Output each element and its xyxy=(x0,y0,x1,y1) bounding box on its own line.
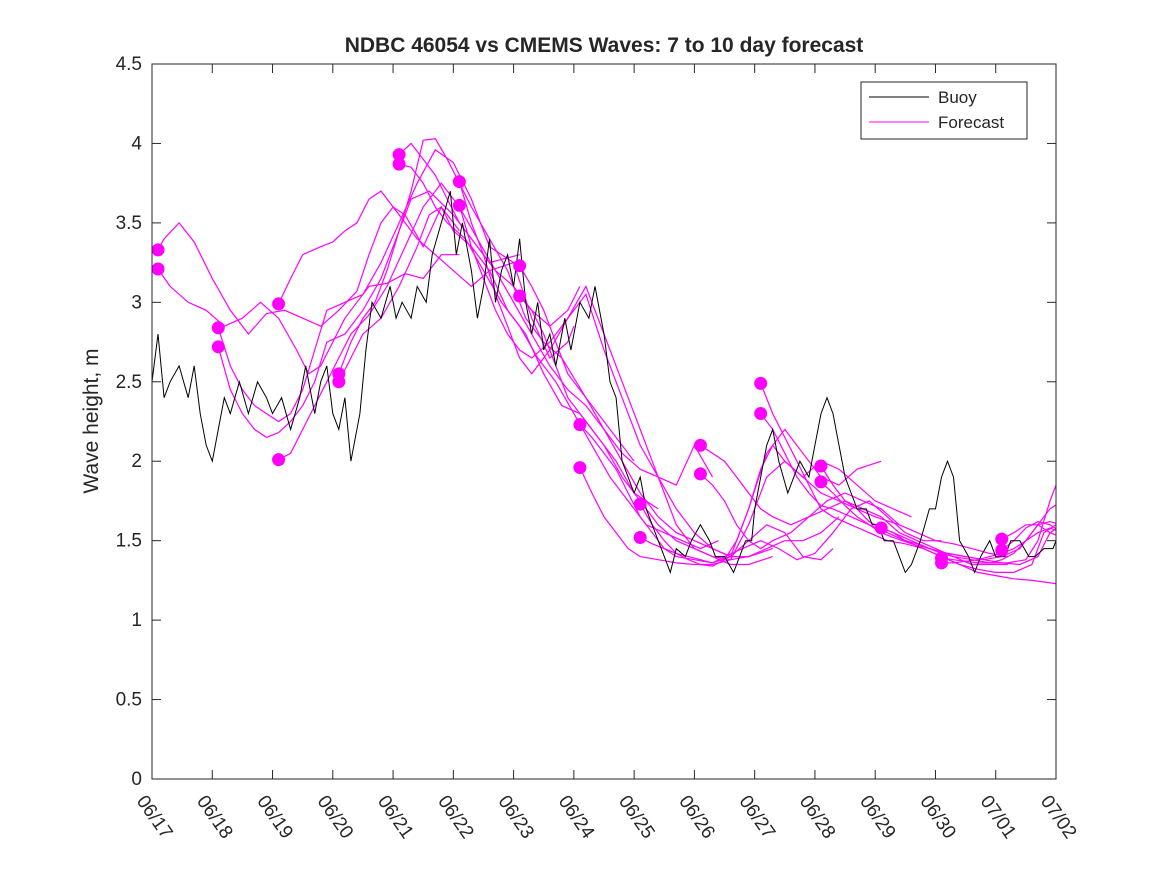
forecast-start-marker xyxy=(452,175,466,189)
forecast-start-marker xyxy=(452,198,466,212)
forecast-start-marker xyxy=(814,475,828,489)
forecast-line xyxy=(519,295,840,561)
forecast-start-marker xyxy=(211,340,225,354)
y-axis-label: Wave height, m xyxy=(80,348,103,493)
forecast-start-marker xyxy=(152,243,165,257)
x-tick-label: 06/25 xyxy=(614,792,658,843)
forecast-start-marker xyxy=(211,321,225,335)
buoy-line xyxy=(152,190,1056,575)
forecast-start-marker xyxy=(513,289,527,303)
forecast-line xyxy=(157,254,460,375)
forecast-start-marker xyxy=(573,461,587,475)
forecast-start-marker xyxy=(392,157,406,171)
y-tick-label: 0 xyxy=(131,769,142,790)
forecast-line xyxy=(1001,520,1056,551)
forecast-start-marker xyxy=(272,453,286,467)
forecast-line xyxy=(941,520,1056,564)
forecast-start-marker xyxy=(332,375,346,389)
buoy-series-group xyxy=(152,190,1056,575)
forecast-series-group xyxy=(157,138,1056,585)
forecast-line xyxy=(579,460,900,566)
forecast-start-marker xyxy=(633,497,647,511)
forecast-line xyxy=(820,481,1056,561)
forecast-start-marker xyxy=(934,556,948,570)
axes-frame xyxy=(151,63,1057,780)
forecast-start-marker xyxy=(573,418,587,432)
x-tick-label: 06/21 xyxy=(373,792,417,843)
x-tick-label: 06/27 xyxy=(735,792,779,843)
forecast-line xyxy=(217,148,514,423)
x-tick-label: 06/17 xyxy=(132,792,176,843)
x-tick-label: 06/22 xyxy=(433,792,477,843)
y-tick-label: 3 xyxy=(131,292,142,313)
x-tick-label: 06/18 xyxy=(192,792,236,843)
chart-title: NDBC 46054 vs CMEMS Waves: 7 to 10 day f… xyxy=(345,34,864,57)
x-tick-label: 07/01 xyxy=(976,792,1020,843)
forecast-line xyxy=(338,138,635,462)
y-tick-label: 0.5 xyxy=(116,690,142,711)
y-tick-label: 2 xyxy=(131,451,142,472)
legend-buoy-label: Buoy xyxy=(938,88,977,107)
forecast-line xyxy=(760,413,1056,585)
forecast-line xyxy=(458,181,773,558)
x-tick-label: 06/30 xyxy=(915,792,959,843)
y-tick-label: 1.5 xyxy=(116,531,142,552)
x-tick-label: 07/02 xyxy=(1036,792,1080,843)
forecast-start-marker xyxy=(995,532,1009,546)
x-tick-label: 06/24 xyxy=(554,792,599,843)
x-tick-label: 06/26 xyxy=(674,792,718,843)
forecast-line xyxy=(579,424,882,564)
y-tick-label: 4 xyxy=(131,133,142,154)
x-tick-label: 06/29 xyxy=(855,792,899,843)
forecast-start-marker xyxy=(754,407,768,421)
forecast-line xyxy=(519,265,834,561)
forecast-start-marker xyxy=(272,297,286,311)
forecast-start-marker xyxy=(152,262,165,276)
y-axis: 0 0.5 1 1.5 2 2.5 3 3.5 4 4.5 xyxy=(116,54,1056,790)
x-tick-label: 06/20 xyxy=(313,792,357,843)
y-tick-label: 2.5 xyxy=(116,372,142,393)
forecast-start-marker xyxy=(513,259,527,273)
forecast-start-marker xyxy=(874,521,888,535)
forecast-start-marker xyxy=(995,543,1009,557)
forecast-start-marker xyxy=(814,459,828,473)
y-tick-label: 4.5 xyxy=(116,54,142,75)
forecast-start-marker xyxy=(633,530,647,544)
forecast-start-marker xyxy=(754,376,768,390)
legend-forecast-label: Forecast xyxy=(938,113,1004,132)
forecast-line xyxy=(398,163,719,550)
forecast-start-markers xyxy=(152,148,1009,570)
forecast-start-marker xyxy=(693,467,707,481)
forecast-start-marker xyxy=(693,438,707,452)
x-tick-label: 06/23 xyxy=(494,792,538,843)
forecast-line xyxy=(217,190,520,439)
legend: Buoy Forecast xyxy=(860,81,1028,140)
x-tick-label: 06/28 xyxy=(795,792,839,843)
forecast-line xyxy=(1001,524,1056,540)
forecast-line xyxy=(278,190,575,359)
forecast-line xyxy=(639,500,942,564)
legend-box xyxy=(860,81,1028,140)
forecast-start-marker xyxy=(392,148,406,162)
x-tick-label: 06/19 xyxy=(252,792,296,843)
y-tick-label: 1 xyxy=(131,610,142,631)
y-tick-label: 3.5 xyxy=(116,213,142,234)
